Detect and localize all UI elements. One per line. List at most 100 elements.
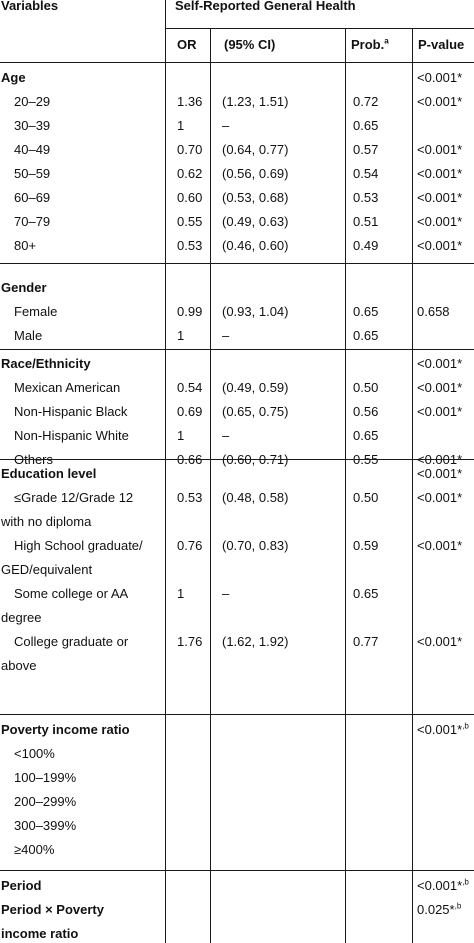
col-divider-4 [412, 28, 413, 943]
probability: 0.65 [353, 428, 379, 443]
section-rule [0, 263, 474, 264]
header-pvalue: P-value [418, 37, 465, 52]
header-subrule [165, 28, 474, 29]
section-p-value: <0.001* [417, 70, 463, 85]
odds-ratio: 1 [177, 118, 185, 133]
confidence-interval: (0.49, 0.59) [222, 380, 289, 395]
row-label-continued: income ratio [1, 926, 79, 941]
row-label-continued: GED/equivalent [1, 562, 93, 577]
row-label: 30–39 [14, 118, 51, 133]
row-label: 300–399% [14, 818, 77, 833]
section-title: Race/Ethnicity [1, 356, 91, 371]
row-label: High School graduate/ [14, 538, 143, 553]
confidence-interval: (0.48, 0.58) [222, 490, 289, 505]
odds-ratio: 0.53 [177, 490, 203, 505]
section-p-value: <0.001* [417, 356, 463, 371]
section-title: Age [1, 70, 26, 85]
row-label: Period × Poverty [1, 902, 104, 917]
row-label-continued: above [1, 658, 37, 673]
odds-ratio: 0.54 [177, 380, 203, 395]
row-label: ≤Grade 12/Grade 12 [14, 490, 134, 505]
row-label: 100–199% [14, 770, 77, 785]
odds-ratio: 0.69 [177, 404, 203, 419]
odds-ratio: 0.55 [177, 214, 203, 229]
row-label: 70–79 [14, 214, 51, 229]
section-title: Period [1, 878, 42, 893]
confidence-interval: (0.53, 0.68) [222, 190, 289, 205]
section-p-value-sup: ,b [462, 721, 469, 731]
p-value: <0.001* [417, 490, 463, 505]
probability: 0.55 [353, 452, 379, 467]
odds-ratio: 1 [177, 328, 185, 343]
p-value: <0.001* [417, 214, 463, 229]
confidence-interval: (0.93, 1.04) [222, 304, 289, 319]
row-label: <100% [14, 746, 55, 761]
row-label: 40–49 [14, 142, 51, 157]
probability: 0.65 [353, 586, 379, 601]
odds-ratio: 0.60 [177, 190, 203, 205]
header-or: OR [177, 37, 197, 52]
probability: 0.49 [353, 238, 379, 253]
row-label: ≥400% [14, 842, 55, 857]
header-prob-sup: a [384, 36, 389, 46]
confidence-interval: (0.60, 0.71) [222, 452, 289, 467]
row-label: Mexican American [14, 380, 121, 395]
p-value: 0.658 [417, 304, 450, 319]
row-label: Male [14, 328, 43, 343]
confidence-interval: (1.62, 1.92) [222, 634, 289, 649]
row-label: College graduate or [14, 634, 129, 649]
header-bottom-rule [0, 62, 474, 63]
row-label: 50–59 [14, 166, 51, 181]
confidence-interval: (0.46, 0.60) [222, 238, 289, 253]
section-rule [0, 870, 474, 871]
p-value: <0.001* [417, 634, 463, 649]
row-label: 60–69 [14, 190, 51, 205]
row-label: Non-Hispanic White [14, 428, 129, 443]
confidence-interval: – [222, 328, 230, 343]
section-title: Education level [1, 466, 97, 481]
row-label: 20–29 [14, 94, 51, 109]
odds-ratio: 1 [177, 586, 185, 601]
p-value: <0.001* [417, 94, 463, 109]
header-group: Self-Reported General Health [175, 0, 356, 13]
p-value: 0.025*,b [417, 901, 462, 917]
p-value: <0.001* [417, 166, 463, 181]
probability: 0.56 [353, 404, 379, 419]
p-value: <0.001* [417, 538, 463, 553]
header-prob: Prob.a [351, 36, 389, 52]
row-label-continued: with no diploma [1, 514, 92, 529]
odds-ratio: 0.99 [177, 304, 203, 319]
odds-ratio: 0.62 [177, 166, 203, 181]
probability: 0.54 [353, 166, 379, 181]
p-value: <0.001* [417, 238, 463, 253]
confidence-interval: (1.23, 1.51) [222, 94, 289, 109]
section-rule [0, 459, 474, 460]
probability: 0.72 [353, 94, 379, 109]
section-title: Gender [1, 280, 47, 295]
probability: 0.50 [353, 490, 379, 505]
row-label: Some college or AA [14, 586, 129, 601]
col-divider-1 [165, 0, 166, 943]
confidence-interval: – [222, 118, 230, 133]
probability: 0.53 [353, 190, 379, 205]
row-label: Non-Hispanic Black [14, 404, 128, 419]
probability: 0.77 [353, 634, 379, 649]
row-label: 80+ [14, 238, 37, 253]
probability: 0.59 [353, 538, 379, 553]
confidence-interval: (0.65, 0.75) [222, 404, 289, 419]
probability: 0.65 [353, 304, 379, 319]
section-rule [0, 349, 474, 350]
p-value-sup: ,b [454, 901, 462, 911]
probability: 0.65 [353, 118, 379, 133]
odds-ratio: 1 [177, 428, 185, 443]
odds-ratio: 0.76 [177, 538, 203, 553]
odds-ratio: 0.53 [177, 238, 203, 253]
probability: 0.51 [353, 214, 379, 229]
row-label-continued: degree [1, 610, 42, 625]
p-value: <0.001* [417, 190, 463, 205]
p-value: <0.001* [417, 404, 463, 419]
section-rule [0, 714, 474, 715]
section-p-value: <0.001*,b [417, 877, 469, 893]
col-divider-3 [345, 28, 346, 943]
p-value: <0.001* [417, 380, 463, 395]
